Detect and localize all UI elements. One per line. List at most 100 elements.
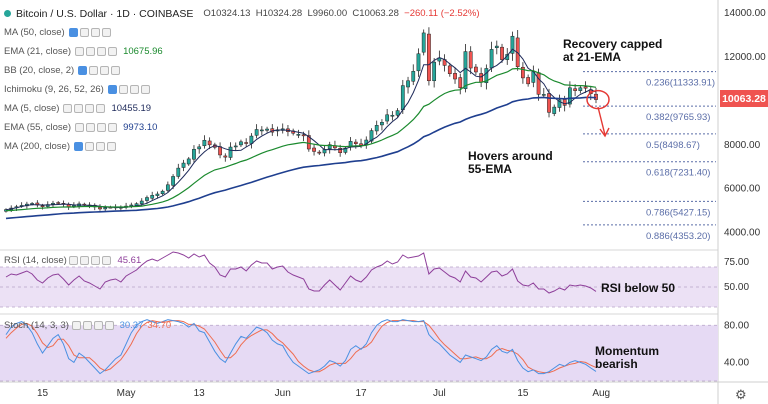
candle-body xyxy=(416,53,421,72)
candle-body xyxy=(359,143,363,146)
close-icon[interactable] xyxy=(97,123,107,132)
candle-body xyxy=(56,202,61,204)
time-tick-label: Aug xyxy=(592,388,610,399)
rsi-label: RSI (14, close) xyxy=(4,255,67,266)
more-icon[interactable] xyxy=(111,66,121,75)
visibility-icon[interactable] xyxy=(107,85,117,94)
close-icon[interactable] xyxy=(96,142,105,151)
candle-body xyxy=(510,35,515,54)
candle-body xyxy=(51,202,55,205)
gear-icon[interactable]: ⚙ xyxy=(735,387,747,402)
annotation-momentum: Momentum bearish xyxy=(595,344,659,371)
ohlc-values: O10324.13 H10324.28 L9960.00 C10063.28 −… xyxy=(203,8,479,19)
candle-body xyxy=(317,151,322,154)
interval[interactable]: 1D xyxy=(116,7,130,20)
more-icon[interactable] xyxy=(108,47,118,56)
candle-body xyxy=(129,204,134,207)
candle-body xyxy=(301,134,306,137)
market-status-icon xyxy=(4,10,11,17)
indicator-ichimoku[interactable]: Ichimoku (9, 26, 52, 26) xyxy=(4,80,480,99)
candle-body xyxy=(500,46,504,60)
visibility-icon[interactable] xyxy=(75,123,85,132)
close-icon[interactable] xyxy=(90,28,100,37)
more-icon[interactable] xyxy=(107,142,116,151)
candle-body xyxy=(557,99,562,108)
indicator-ma50[interactable]: MA (50, close) xyxy=(4,23,480,42)
visibility-icon[interactable] xyxy=(71,321,81,330)
close-icon[interactable] xyxy=(129,85,139,94)
more-icon[interactable] xyxy=(140,85,150,94)
low-value: L9960.00 xyxy=(307,8,348,19)
fib-label-0.5: 0.5(8498.67) xyxy=(646,140,700,151)
candle-body xyxy=(583,86,588,89)
more-icon[interactable] xyxy=(108,123,118,132)
candle-body xyxy=(458,77,463,89)
candle-body xyxy=(155,193,160,196)
indicator-ma200[interactable]: MA (200, close) xyxy=(4,137,480,156)
settings-icon[interactable] xyxy=(89,66,99,75)
settings-icon[interactable] xyxy=(86,123,96,132)
time-tick-label: Jun xyxy=(275,388,291,399)
close-icon[interactable] xyxy=(91,256,101,265)
stoch-d-value: 34.70 xyxy=(147,320,172,331)
candle-body xyxy=(192,148,196,160)
close-icon[interactable] xyxy=(100,66,110,75)
rsi-line xyxy=(5,251,597,294)
rsi-legend[interactable]: RSI (14, close) 45.61 xyxy=(4,255,141,266)
stoch-legend[interactable]: Stoch (14, 3, 3) 30.37 34.70 xyxy=(4,320,171,331)
candle-body xyxy=(296,134,301,136)
stoch-k-value: 30.37 xyxy=(119,320,144,331)
more-icon[interactable] xyxy=(102,256,112,265)
annotation-rsi: RSI below 50 xyxy=(601,281,676,295)
visibility-icon[interactable] xyxy=(75,47,85,56)
candle-body xyxy=(521,66,525,79)
ema55-line xyxy=(5,96,597,220)
visibility-icon[interactable] xyxy=(74,142,83,151)
annotation-hovers: Hovers around 55-EMA xyxy=(468,149,553,176)
candle-body xyxy=(228,146,233,158)
settings-icon[interactable] xyxy=(85,142,94,151)
more-icon[interactable] xyxy=(101,28,111,37)
close-icon[interactable] xyxy=(85,104,95,113)
stoch-panel xyxy=(0,319,718,382)
visibility-icon[interactable] xyxy=(68,28,78,37)
time-tick-label: 15 xyxy=(37,388,49,399)
candle-body xyxy=(306,135,311,150)
ema55-value: 9973.10 xyxy=(123,122,158,133)
settings-icon[interactable] xyxy=(79,28,89,37)
visibility-icon[interactable] xyxy=(69,256,79,265)
indicator-ma5[interactable]: MA (5, close) 10455.19 xyxy=(4,103,152,114)
settings-icon[interactable] xyxy=(86,47,96,56)
candle-body xyxy=(369,130,374,142)
settings-icon[interactable] xyxy=(80,256,90,265)
price-tick-label: 12000.00 xyxy=(724,52,766,63)
settings-icon[interactable] xyxy=(82,321,92,330)
candle-body xyxy=(254,129,259,136)
candle-body xyxy=(479,73,484,83)
change-value: −260.11 (−2.52%) xyxy=(404,8,480,19)
settings-icon[interactable] xyxy=(74,104,84,113)
more-icon[interactable] xyxy=(96,104,106,113)
time-tick-label: 17 xyxy=(355,388,367,399)
last-price-tag: 10063.28 xyxy=(720,90,768,107)
candle-body xyxy=(181,162,186,168)
indicator-bb[interactable]: BB (20, close, 2) xyxy=(4,61,480,80)
candle-body xyxy=(207,140,212,146)
fib-label-0.786: 0.786(5427.15) xyxy=(646,207,710,218)
indicator-ema21[interactable]: EMA (21, close) 10675.96 xyxy=(4,46,163,57)
visibility-icon[interactable] xyxy=(63,104,73,113)
candle-body xyxy=(380,121,384,126)
candle-body xyxy=(312,147,316,152)
annotation-recovery: Recovery capped at 21-EMA xyxy=(563,37,663,64)
close-icon[interactable] xyxy=(97,47,107,56)
settings-icon[interactable] xyxy=(118,85,128,94)
candle-body xyxy=(573,88,577,91)
close-icon[interactable] xyxy=(93,321,103,330)
indicator-ema55[interactable]: EMA (55, close) 9973.10 xyxy=(4,122,158,133)
candle-body xyxy=(223,155,228,158)
visibility-icon[interactable] xyxy=(78,66,88,75)
more-icon[interactable] xyxy=(104,321,114,330)
symbol-name[interactable]: Bitcoin / U.S. Dollar xyxy=(16,7,108,20)
candle-body xyxy=(526,77,530,85)
